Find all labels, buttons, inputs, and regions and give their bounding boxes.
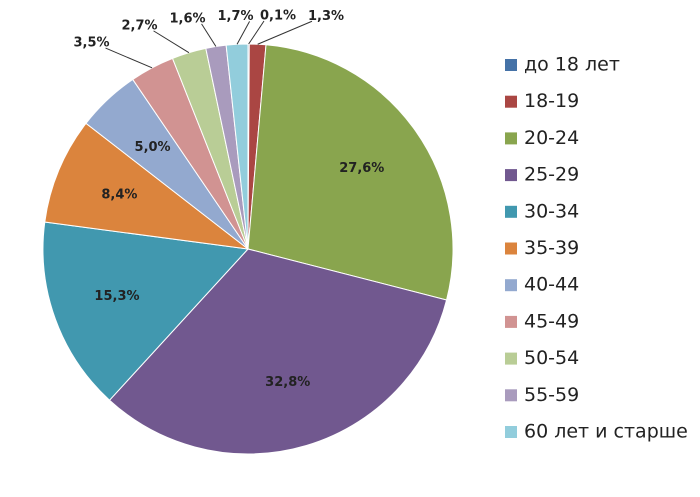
legend-swatch: [505, 352, 517, 365]
leader-line: [248, 20, 265, 45]
pie-slice: [108, 248, 448, 455]
legend-swatch: [505, 59, 517, 71]
legend-swatch: [505, 169, 517, 182]
legend-swatch: [505, 279, 517, 292]
pie-slice: [44, 122, 250, 250]
leader-line: [105, 47, 153, 69]
legend-swatch: [505, 242, 517, 255]
legend-swatch: [505, 205, 517, 218]
value-label: 0,1%: [260, 9, 296, 24]
legend-swatch: [505, 95, 517, 108]
legend-label: 50-54: [524, 347, 579, 369]
value-label: 8,4%: [101, 188, 137, 203]
legend-swatch: [505, 132, 517, 145]
leader-line: [201, 23, 217, 47]
pie-slice: [42, 221, 250, 401]
leader-line: [153, 30, 190, 54]
value-label: 1,3%: [308, 9, 344, 24]
value-label: 32,8%: [265, 375, 310, 390]
legend-swatch: [505, 426, 517, 438]
value-label: 1,7%: [218, 9, 254, 24]
value-label: 5,0%: [135, 140, 171, 155]
legend-label: 40-44: [524, 274, 579, 296]
leader-line: [236, 21, 251, 45]
value-label: 3,5%: [74, 36, 110, 51]
pie-slice: [247, 44, 454, 301]
legend-label: 35-39: [524, 237, 579, 259]
legend-label: 25-29: [524, 164, 579, 186]
legend-label: 30-34: [524, 200, 579, 222]
value-label: 15,3%: [94, 289, 139, 304]
legend-label: 20-24: [524, 127, 579, 149]
legend-label: до 18 лет: [524, 54, 620, 76]
value-label: 27,6%: [339, 161, 384, 176]
legend-label: 55-59: [524, 384, 579, 406]
legend-label: 18-19: [524, 90, 579, 112]
value-label: 1,6%: [170, 11, 206, 26]
value-label: 2,7%: [122, 18, 158, 33]
leader-line: [257, 20, 313, 45]
legend-label: 60 лет и старше: [524, 421, 688, 443]
legend-swatch: [505, 389, 517, 402]
legend-swatch: [505, 315, 517, 328]
legend-label: 45-49: [524, 310, 579, 332]
